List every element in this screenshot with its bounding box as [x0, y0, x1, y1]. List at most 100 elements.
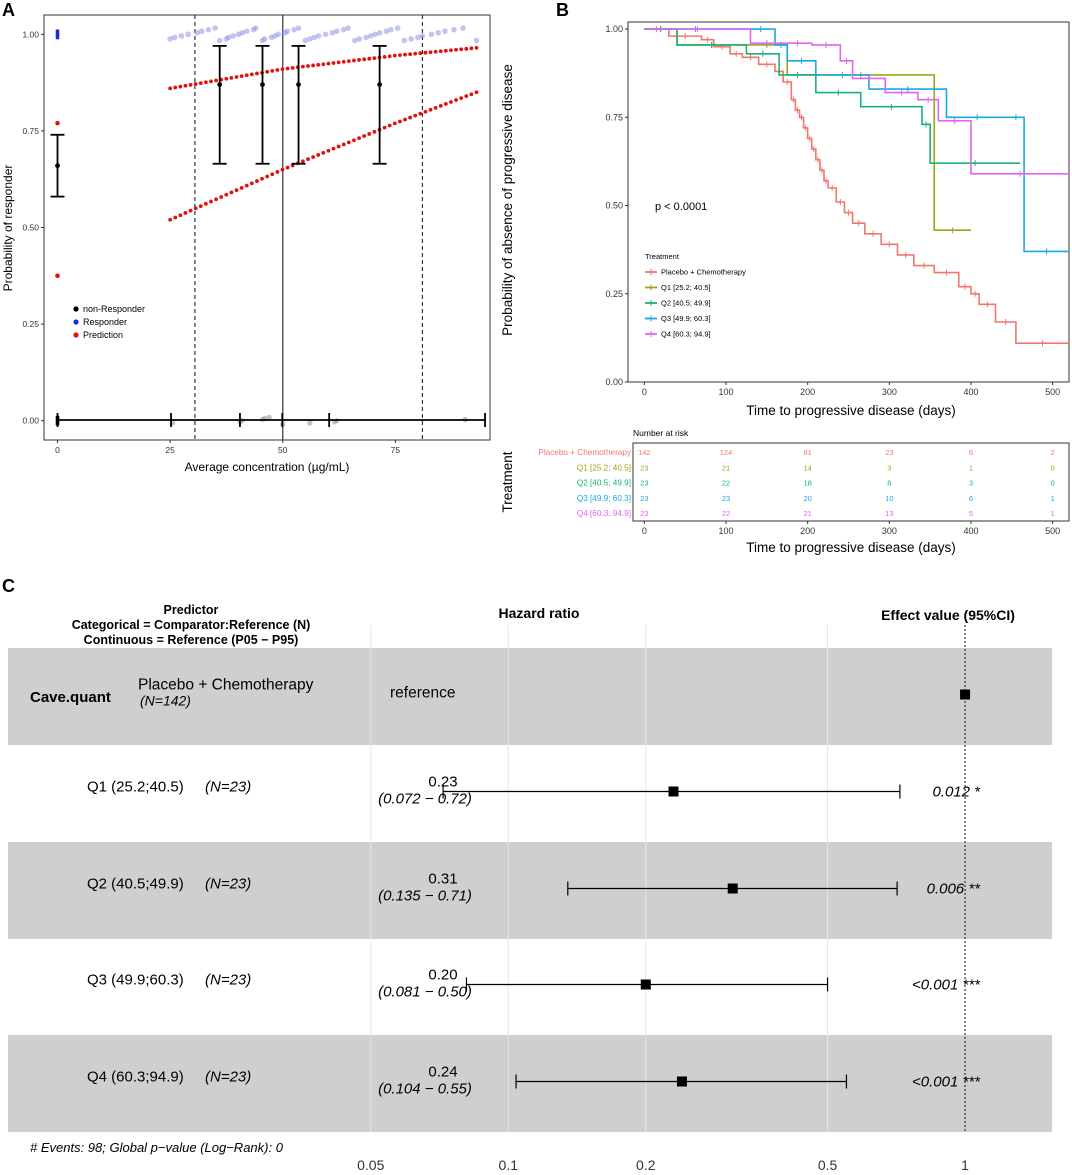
prediction-lower-point: [209, 199, 213, 204]
panel-b-ytick-label: 0.75: [605, 112, 623, 122]
prediction-lower-point: [367, 132, 372, 136]
prediction-upper-point: [224, 76, 229, 81]
prediction-upper-point: [392, 53, 397, 58]
responder-point: [198, 28, 205, 35]
prediction-upper-point: [423, 50, 428, 55]
row-label: Q2 (40.5;49.9): [87, 876, 184, 893]
prediction-upper-point: [352, 58, 356, 63]
prediction-lower-point: [346, 140, 351, 145]
row-n: (N=23): [205, 876, 251, 893]
panel-b-xtick-label: 500: [1045, 387, 1060, 397]
prediction-upper-point: [469, 46, 474, 51]
prediction-upper-point: [209, 79, 213, 84]
prediction-lower-point: [193, 206, 198, 211]
responder-point: [473, 37, 480, 44]
prediction-upper-point: [382, 54, 387, 59]
responder-point: [460, 25, 466, 31]
prediction-lower-point: [382, 125, 387, 130]
legend-label-1: Q1 [25.2; 40.5]: [661, 283, 711, 292]
panel-a-xtick-label: 0: [55, 445, 60, 455]
prediction-upper-point: [255, 71, 259, 76]
panel-a-xtick-label: 75: [391, 445, 401, 455]
prediction-point: [55, 273, 60, 279]
prediction-upper-point: [311, 63, 316, 68]
prediction-lower-point: [341, 142, 346, 147]
prediction-lower-point: [413, 113, 418, 118]
prediction-upper-point: [397, 53, 402, 58]
panel-label-a: A: [2, 0, 15, 20]
responder-point: [302, 37, 309, 44]
prediction-upper-point: [387, 54, 392, 59]
prediction-lower-point: [275, 170, 280, 174]
prediction-upper-point: [413, 51, 418, 56]
prediction-lower-point: [183, 211, 188, 215]
legend-label-3: Q3 [49.9; 60.3]: [661, 314, 711, 323]
risk-row-label: Q3 [49.9; 60.3]: [577, 494, 631, 503]
panel-b-ytick-label: 0.00: [605, 377, 623, 387]
risk-xtick-label: 200: [800, 526, 815, 536]
prediction-point: [55, 120, 60, 126]
prediction-upper-point: [244, 73, 249, 78]
responder-point: [322, 31, 329, 38]
risk-row-label: Q1 [25.2; 40.5]: [577, 463, 631, 472]
risk-count: 23: [885, 448, 893, 457]
prediction-upper-point: [316, 62, 321, 67]
row-n: (N=23): [205, 779, 251, 796]
responder-point: [171, 34, 178, 41]
risk-xtick-label: 0: [642, 526, 647, 536]
responder-point: [306, 36, 313, 42]
prediction-upper-point: [362, 57, 367, 62]
prediction-lower-point: [244, 183, 249, 188]
risk-count: 21: [803, 509, 811, 518]
row-pvalue: <0.001 ***: [912, 1074, 981, 1091]
responder-point: [352, 37, 358, 44]
responder-point: [408, 36, 414, 42]
responder-point: [442, 28, 448, 35]
risk-count: 13: [885, 509, 893, 518]
panel-b-xtick-label: 200: [800, 387, 815, 397]
panel-a-frame: [43, 14, 491, 441]
prediction-lower-point: [321, 150, 326, 155]
panel-b-ylabel: Probability of absence of progressive di…: [500, 64, 515, 336]
prediction-lower-point: [362, 134, 367, 138]
prediction-lower-point: [270, 172, 275, 177]
prediction-upper-point: [357, 58, 361, 62]
forest-row-shading: [8, 648, 1052, 745]
forest-footer: # Events: 98; Global p−value (Log−Rank):…: [30, 1140, 284, 1155]
prediction-upper-point: [443, 48, 448, 53]
prediction-upper-point: [474, 45, 479, 50]
row-n: (N=142): [140, 693, 191, 709]
risk-count: 22: [722, 509, 730, 518]
risk-count: 3: [887, 463, 891, 472]
risk-count: 81: [803, 448, 811, 457]
prediction-lower-point: [316, 153, 321, 157]
prediction-lower-point: [178, 213, 183, 218]
risk-count: 18: [803, 479, 811, 488]
prediction-lower-point: [357, 136, 361, 141]
predictor-header-line2: Categorical = Comparator:Reference (N): [72, 618, 311, 632]
prediction-upper-point: [438, 49, 443, 54]
legend-marker-responder: [73, 319, 79, 325]
responder-point: [178, 33, 185, 39]
row-ci-text: (0.081 − 0.50): [378, 984, 472, 1001]
legend-label-0: Placebo + Chemotherapy: [661, 268, 746, 277]
panel-a-legend: non-Responder Responder Prediction: [73, 304, 145, 340]
prediction-upper-point: [336, 60, 341, 65]
risk-count: 124: [720, 448, 733, 457]
panel-a-xlabel: Average concentration (µg/mL): [185, 460, 350, 474]
risk-count: 23: [640, 494, 648, 503]
row-hr-text: 0.23: [428, 774, 457, 791]
prediction-upper-point: [408, 52, 413, 57]
responder-point: [216, 37, 223, 44]
prediction-lower-point: [280, 167, 285, 172]
prediction-upper-point: [428, 50, 433, 55]
prediction-upper-point: [270, 68, 275, 73]
prediction-lower-point: [372, 129, 377, 134]
panel-b-xlabel: Time to progressive disease (days): [746, 403, 956, 418]
prediction-lower-point: [408, 115, 413, 120]
prediction-upper-point: [454, 47, 458, 52]
hr-marker: [668, 786, 679, 797]
prediction-lower-point: [326, 148, 331, 153]
risk-count: 6: [969, 448, 973, 457]
prediction-upper-point: [346, 59, 351, 64]
